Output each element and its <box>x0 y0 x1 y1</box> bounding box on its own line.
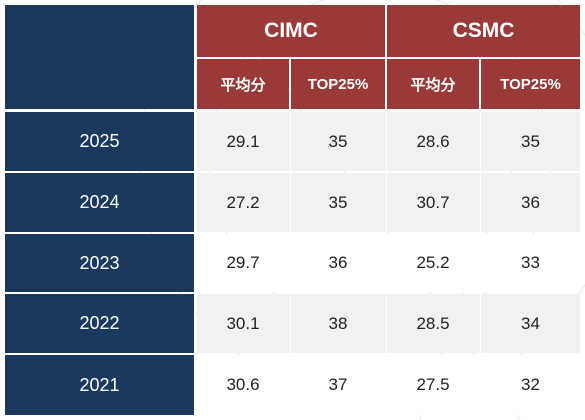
column-label: TOP25% <box>307 75 369 93</box>
cell-value: 33 <box>521 253 540 272</box>
table-row-year: 2022 <box>5 294 194 353</box>
table-row: 29.7 36 25.2 33 <box>197 234 580 292</box>
column-header-cimc-average: 平均分 <box>197 59 289 109</box>
cell-value: 28.5 <box>416 313 450 333</box>
table-row: 30.6 37 27.5 32 <box>197 355 580 415</box>
column-label: TOP25% <box>500 75 561 93</box>
cell-value: 27.5 <box>416 375 450 394</box>
table-row-year: 2025 <box>5 112 194 171</box>
cell-value: 35 <box>328 131 348 151</box>
cell-value: 36 <box>521 192 540 212</box>
cell-value: 27.2 <box>226 192 260 212</box>
group-header-csmc: CSMC <box>387 5 580 57</box>
year-label: 2024 <box>79 192 120 212</box>
grid-divider <box>386 112 387 415</box>
table-row: 27.2 35 30.7 36 <box>197 173 580 232</box>
cell-value: 37 <box>328 375 348 394</box>
cell-value: 35 <box>328 192 348 212</box>
cell-value: 30.7 <box>416 192 450 212</box>
grid-divider <box>290 112 291 415</box>
year-label: 2022 <box>79 313 120 333</box>
cell-value: 38 <box>328 313 348 333</box>
year-label: 2023 <box>79 252 120 273</box>
cell-value: 35 <box>521 131 540 151</box>
table-row-year: 2024 <box>5 173 194 232</box>
column-label: 平均分 <box>410 76 456 94</box>
table-row: 29.1 35 28.6 35 <box>197 112 580 171</box>
cell-value: 30.1 <box>226 313 260 333</box>
column-header-cimc-top25: TOP25% <box>291 59 385 109</box>
cell-value: 28.6 <box>416 131 450 151</box>
cell-value: 29.7 <box>226 253 260 272</box>
table-row-year: 2021 <box>5 355 194 415</box>
column-header-csmc-top25: TOP25% <box>481 59 580 109</box>
cell-value: 32 <box>521 375 540 394</box>
year-label: 2021 <box>79 374 120 395</box>
grid-divider <box>480 112 481 415</box>
cell-value: 29.1 <box>226 131 260 151</box>
table-row: 30.1 38 28.5 34 <box>197 294 580 353</box>
group-name: CIMC <box>264 19 318 42</box>
group-header-cimc: CIMC <box>197 5 385 57</box>
group-name: CSMC <box>452 19 515 42</box>
cell-value: 36 <box>328 253 348 272</box>
cell-value: 30.6 <box>226 375 260 394</box>
column-header-csmc-average: 平均分 <box>387 59 479 109</box>
corner-cell <box>5 5 194 109</box>
column-label: 平均分 <box>220 76 266 94</box>
cell-value: 25.2 <box>416 253 450 272</box>
table-row-year: 2023 <box>5 234 194 292</box>
cell-value: 34 <box>521 313 540 333</box>
year-label: 2025 <box>79 131 120 151</box>
